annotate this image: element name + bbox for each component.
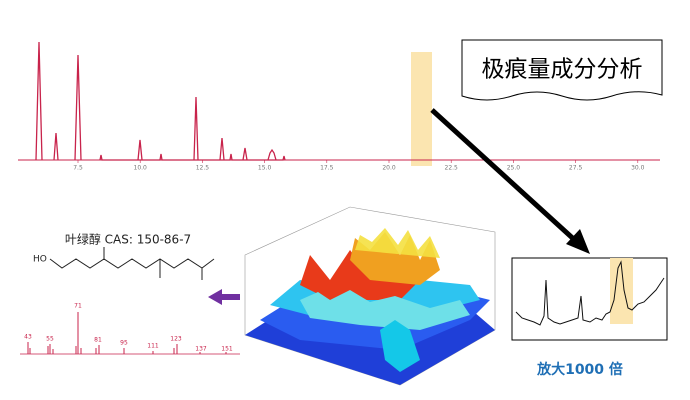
ms-peak-label: 43 [24, 334, 32, 341]
ms-peak-label: 55 [46, 336, 54, 343]
ms-labels: 43 55 71 81 95 111 123 137 151 [24, 303, 233, 353]
x-tick-label: 12.5 [196, 165, 210, 172]
x-tick-label: 25.0 [507, 165, 521, 172]
x-tick-label: 30.0 [631, 165, 645, 172]
x-tick-label: 20.0 [382, 165, 396, 172]
ms-bars [27, 312, 227, 354]
ms-peak-label: 95 [120, 340, 128, 347]
x-tick-label: 22.5 [445, 165, 459, 172]
ms-peak-label: 71 [74, 303, 82, 310]
molecule-branches [103, 247, 203, 280]
hydroxyl: HO [33, 255, 47, 265]
purple-arrow [208, 289, 240, 305]
chromatogram-peaks [35, 41, 286, 161]
x-ticks: 7.5 10.0 12.5 15.0 17.5 20.0 22.5 25.0 27.5 30.0 [73, 160, 645, 172]
zoom-highlight [610, 258, 633, 324]
ms-peak-label: 151 [221, 346, 233, 353]
arrow [430, 108, 580, 245]
callout-text: 极痕量成分分析 [482, 57, 643, 83]
ms-peak-label: 123 [170, 336, 182, 343]
molecule [49, 258, 215, 269]
compound-name: 叶绿醇 CAS: 150-86-7 [65, 232, 191, 247]
callout-box [461, 39, 663, 101]
arrow-head [566, 229, 590, 254]
zoom-trace [515, 260, 665, 326]
ms-peak-label: 81 [94, 337, 102, 344]
x-tick-label: 27.5 [569, 165, 583, 172]
zoom-caption: 放大1000 倍 [536, 361, 623, 378]
ms-peak-label: 111 [147, 343, 159, 350]
surface-3d [244, 206, 496, 386]
x-tick-label: 10.0 [134, 165, 148, 172]
x-tick-label: 15.0 [258, 165, 272, 172]
ms-peak-label: 137 [195, 346, 207, 353]
highlight-window [411, 52, 432, 166]
x-tick-label: 7.5 [73, 165, 83, 172]
zoom-frame [511, 257, 668, 341]
x-tick-label: 17.5 [320, 165, 334, 172]
